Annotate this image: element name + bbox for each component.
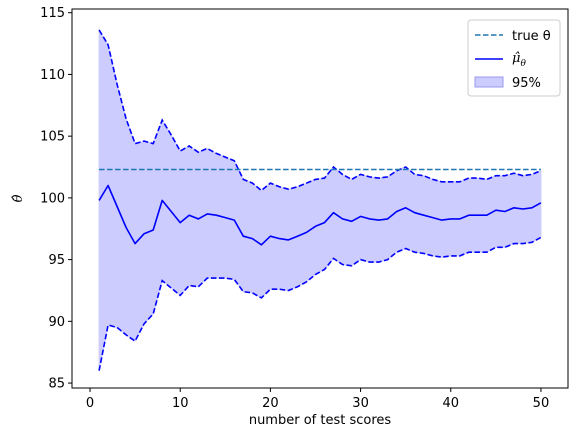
y-tick-label: 90 bbox=[48, 315, 65, 330]
y-axis-title: θ̂ bbox=[11, 194, 26, 202]
y-tick-label: 95 bbox=[48, 253, 65, 268]
x-tick-label: 20 bbox=[262, 396, 279, 411]
legend-mean-label: μ̂θ bbox=[512, 51, 526, 69]
legend-true-theta-label: true θ bbox=[512, 29, 551, 44]
legend-mean-symbol: μ̂ bbox=[512, 51, 520, 66]
axes-frame bbox=[71, 8, 569, 389]
x-axis-title: number of test scores bbox=[249, 413, 392, 428]
y-tick-label: 85 bbox=[48, 377, 65, 392]
x-tick-label: 40 bbox=[442, 396, 459, 411]
x-tick-label: 10 bbox=[172, 396, 189, 411]
lower-bound-line bbox=[98, 236, 542, 371]
x-tick-label: 0 bbox=[86, 396, 94, 411]
legend-mean-subscript: θ bbox=[520, 59, 526, 69]
upper-bound-line bbox=[98, 29, 542, 192]
ticks-layer: 0 10 20 30 40 50 85 90 95 100 105 110 115 bbox=[40, 6, 549, 411]
series-line-layer bbox=[98, 29, 542, 371]
y-tick-label: 100 bbox=[40, 191, 65, 206]
mean-estimate-line bbox=[98, 184, 542, 246]
x-tick-label: 50 bbox=[533, 396, 550, 411]
axes-layer bbox=[71, 8, 569, 389]
legend: true θ μ̂θ 95% bbox=[467, 19, 561, 97]
y-tick-label: 115 bbox=[40, 6, 65, 21]
x-tick-label: 30 bbox=[352, 396, 369, 411]
legend-band-swatch bbox=[474, 76, 504, 88]
y-tick-label: 110 bbox=[40, 68, 65, 83]
y-tick-label: 105 bbox=[40, 130, 65, 145]
legend-band-label: 95% bbox=[512, 76, 541, 91]
